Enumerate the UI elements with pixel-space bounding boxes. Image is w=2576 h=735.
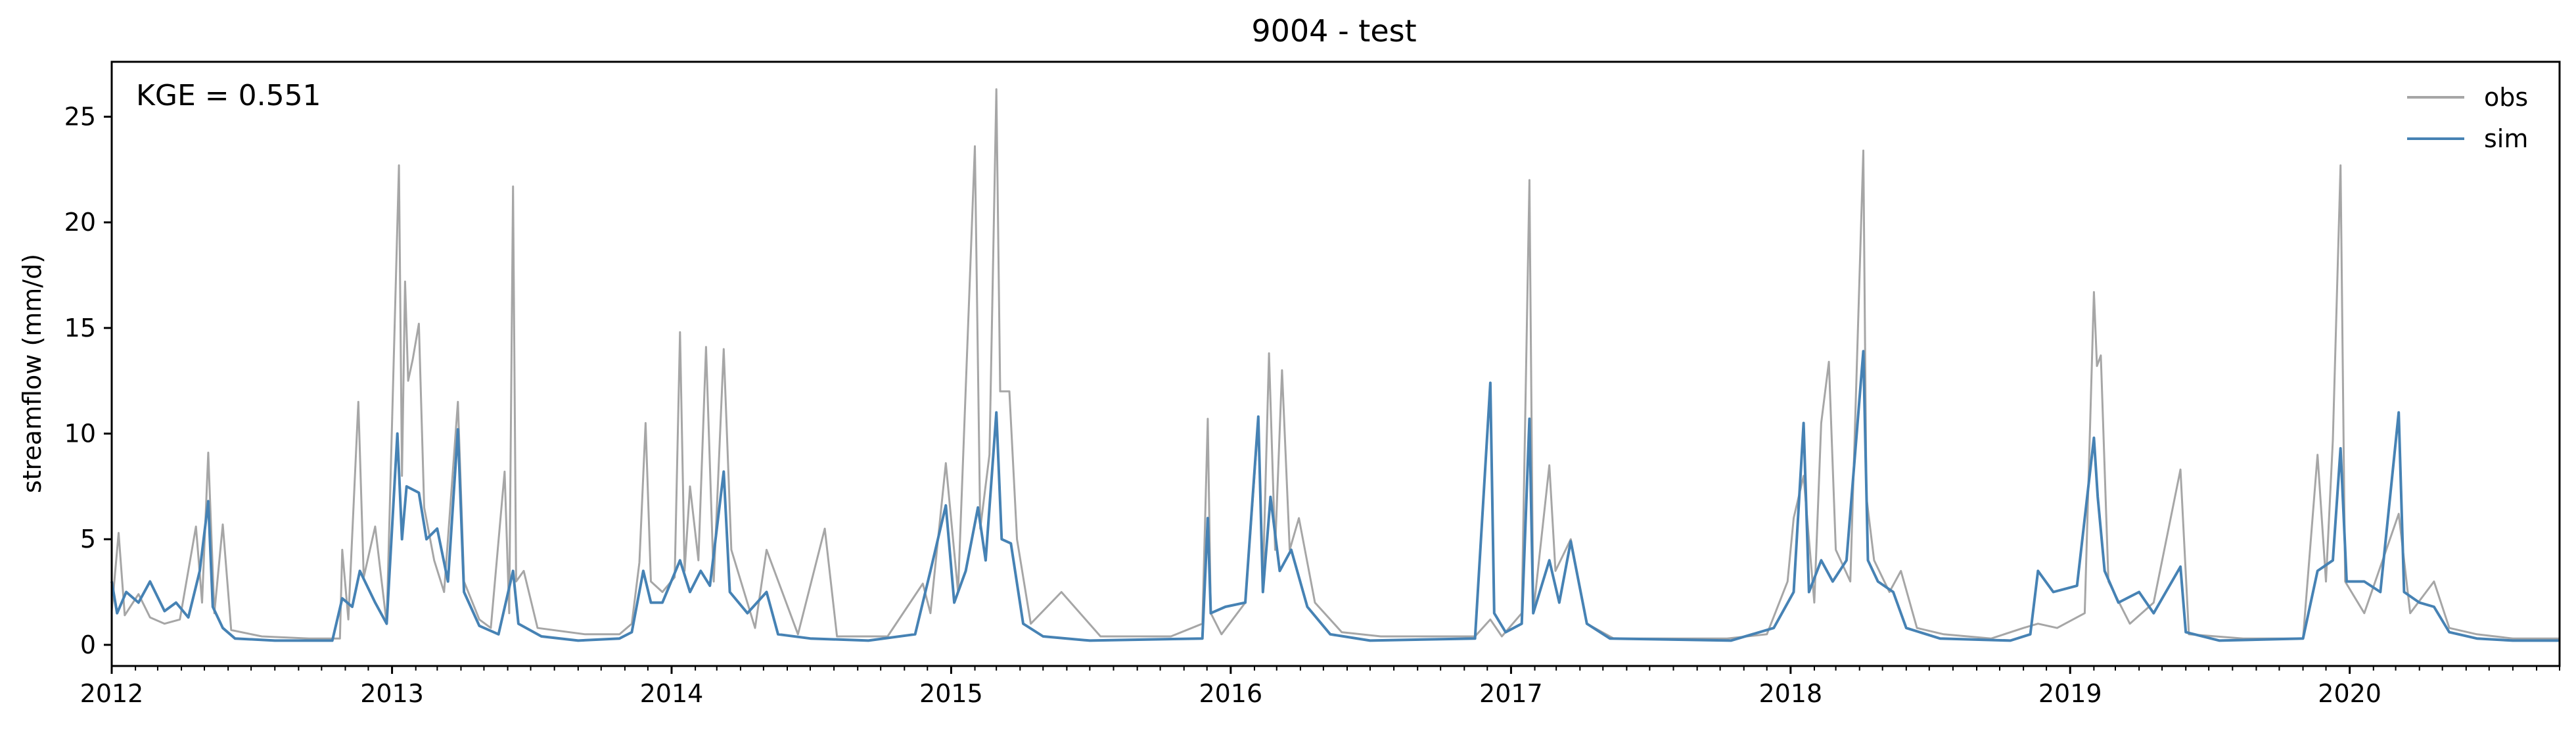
x-tick-label: 2013 (360, 679, 424, 708)
x-tick-label: 2016 (1199, 679, 1262, 708)
x-tick-label: 2012 (80, 679, 144, 708)
axes-layer: 2012 2013 2014 2015 2016 2017 2018 2019 20200510… (64, 103, 2560, 708)
y-tick-label: 0 (80, 630, 96, 659)
x-tick-label: 2018 (1759, 679, 1822, 708)
y-tick-label: 15 (64, 314, 96, 343)
y-tick-label: 25 (64, 103, 96, 131)
y-tick-label: 20 (64, 208, 96, 237)
x-tick-label: 2019 (2038, 679, 2102, 708)
x-tick-label: 2014 (640, 679, 704, 708)
legend-label-sim: sim (2484, 124, 2528, 153)
y-tick-label: 10 (64, 419, 96, 448)
series-layer (110, 88, 2559, 642)
y-axis-label: streamflow (mm/d) (18, 254, 47, 493)
y-tick-label: 5 (80, 525, 96, 554)
x-tick-label: 2020 (2318, 679, 2381, 708)
series-line-sim (110, 350, 2559, 642)
legend-label-obs: obs (2484, 83, 2528, 112)
chart-title: 9004 - test (1251, 13, 1416, 49)
x-tick-label: 2017 (1479, 679, 1543, 708)
legend: obs sim (2407, 83, 2528, 153)
x-tick-label: 2015 (919, 679, 983, 708)
plot-frame (110, 60, 2561, 667)
kge-annotation: KGE = 0.551 (136, 79, 321, 112)
series-line-obs (110, 88, 2559, 640)
